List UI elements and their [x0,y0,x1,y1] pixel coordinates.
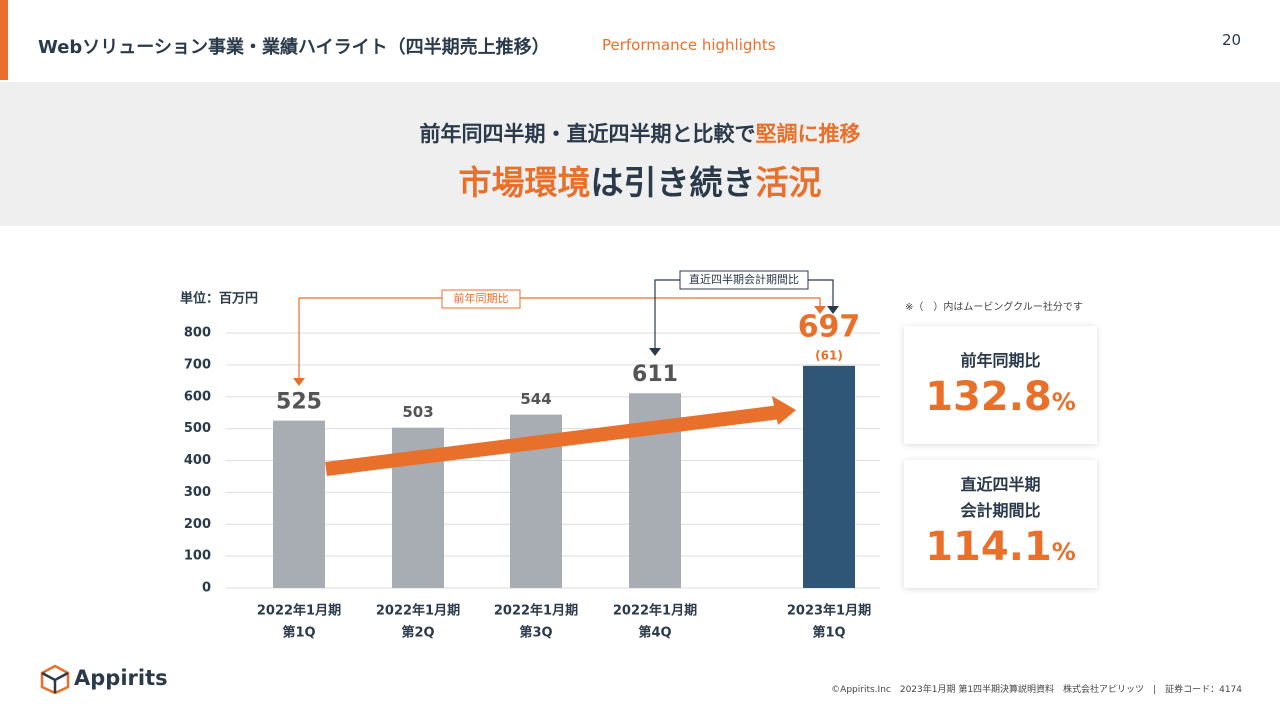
banner-text: 前年同四半期・直近四半期と比較で [419,122,756,146]
value-label: 697 [798,309,861,344]
logo-icon [40,664,70,694]
kpi-card: 直近四半期 会計期間比 114.1% [904,460,1097,588]
logo-text: Appirits [74,666,168,690]
kpi-card: 前年同期比 132.8% [904,326,1097,444]
x-tick-label: 第1Q [812,625,845,641]
y-tick-label: 500 [184,421,211,436]
header-subtitle: Performance highlights [602,36,776,54]
sub-label: (61) [815,349,843,363]
value-label: 525 [276,390,322,415]
x-tick-label: 2022年1月期 [257,603,341,619]
x-tick-label: 第2Q [401,625,434,641]
y-tick-label: 200 [184,517,211,532]
y-tick-label: 400 [184,453,211,468]
bracket [298,297,821,385]
banner-text: 市場環境 [458,163,591,202]
bracket-arrow [649,348,661,356]
bar [273,420,325,588]
banner-text: 堅調に推移 [755,122,861,146]
y-tick-label: 100 [184,549,211,564]
bracket-arrow [814,306,826,314]
kpi-unit: % [1051,538,1076,566]
value-label: 544 [520,390,551,408]
x-tick-label: 2022年1月期 [613,603,697,619]
y-tick-label: 0 [202,581,211,596]
banner-line: 前年同四半期・直近四半期と比較で堅調に推移 [0,118,1280,148]
y-tick-label: 300 [184,485,211,500]
y-tick-label: 800 [184,326,211,341]
bracket-arrow [827,306,839,314]
trend-arrow-head [772,396,796,425]
x-tick-label: 2022年1月期 [376,603,460,619]
y-tick-label: 600 [184,389,211,404]
note: ※（ ）内はムービングクルー社分です [905,300,1083,313]
kpi-label: 前年同期比 [960,351,1041,370]
header-accent [0,0,8,80]
header-title: Webソリューション事業・業績ハイライト（四半期売上推移） [38,37,550,58]
footer-text: ©Appirits.Inc 2023年1月期 第1四半期決算説明資料 株式会社ア… [831,685,1242,695]
x-tick-label: 2023年1月期 [787,603,871,619]
kpi-value: 132.8% [904,374,1097,420]
bracket-label: 前年同期比 [454,291,509,305]
kpi-label: 会計期間比 [960,501,1041,520]
kpi-label: 直近四半期 [960,475,1041,494]
x-tick-label: 第1Q [282,625,315,641]
trend-arrow [325,405,781,476]
banner: 前年同四半期・直近四半期と比較で堅調に推移 市場環境は引き続き活況 [0,82,1280,226]
page-number: 20 [1222,31,1242,49]
y-tick-label: 700 [184,357,211,372]
bar [803,365,855,588]
banner-text: 活況 [755,163,822,202]
bracket-label-box [679,270,809,290]
value-label: 503 [402,403,433,421]
kpi-value: 114.1% [904,524,1097,570]
kpi-number: 132.8 [925,374,1052,420]
bracket-label: 直近四半期会計期間比 [689,272,799,286]
kpi-unit: % [1051,388,1076,416]
value-label: 611 [632,362,678,387]
x-tick-label: 第4Q [638,625,671,641]
banner-line: 市場環境は引き続き活況 [0,156,1280,204]
x-tick-label: 2022年1月期 [494,603,578,619]
kpi-number: 114.1 [925,524,1052,570]
bracket-label-box [441,289,521,309]
unit-label: 単位：百万円 [180,291,258,307]
bracket-arrow [293,378,305,386]
banner-text: は引き続き [590,163,756,202]
x-tick-label: 第3Q [519,625,552,641]
